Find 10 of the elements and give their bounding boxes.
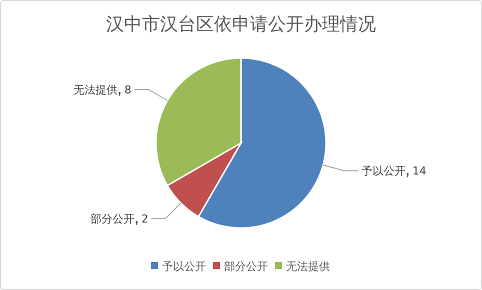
data-label: 14 (412, 164, 426, 178)
data-label: 2 (141, 212, 148, 226)
data-label: 8 (124, 84, 132, 96)
legend-label: 无法提供 (286, 260, 330, 273)
slice-label: 部分公开 (90, 212, 134, 226)
legend-label: 部分公开 (224, 260, 268, 273)
chart-title: 汉中市汉台区依申请公开办理情况 (106, 14, 376, 35)
slice-label: 予以公开 (361, 164, 406, 178)
slice-label: 无法提供 (73, 84, 118, 96)
legend-label: 予以公开 (162, 260, 206, 273)
